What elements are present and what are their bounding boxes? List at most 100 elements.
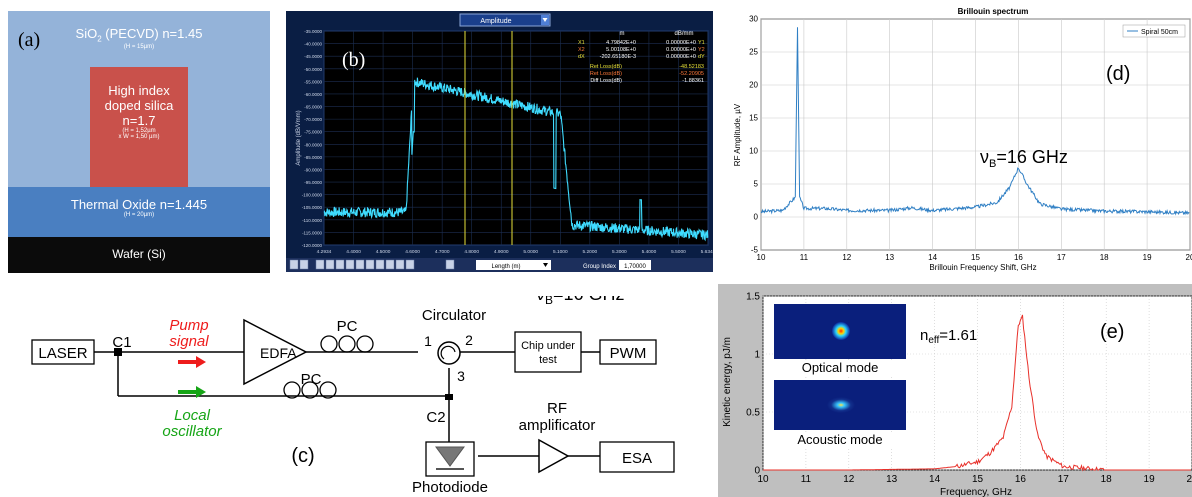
x-tick-label: 18 [1101, 474, 1113, 485]
toolbar-button[interactable] [315, 259, 325, 270]
wafer-label: Wafer (Si) [112, 247, 166, 261]
y-tick-label: -35.0000 [304, 29, 322, 34]
y-tick-label: -50.0000 [304, 67, 322, 72]
lo-arrow-icon [178, 386, 206, 398]
y-tick-label: -85.0000 [304, 155, 322, 160]
marker-tag: Y2 [698, 47, 705, 53]
port1-label: 1 [424, 333, 432, 349]
pump-arrow-icon [178, 356, 206, 368]
marker-name: X2 [578, 47, 585, 53]
x-tick-label: 4.7000 [435, 249, 450, 255]
esa-label: ESA [622, 450, 652, 467]
toolbar-button[interactable] [375, 259, 385, 270]
toolbar-button[interactable] [395, 259, 405, 270]
x-tick-label: 13 [886, 474, 898, 485]
length-unit-select[interactable] [476, 260, 551, 270]
esa-box [599, 441, 675, 473]
toolbar-button[interactable] [445, 259, 455, 270]
y-tick-label: -80.0000 [304, 142, 322, 147]
core-line3: n=1.7 [122, 113, 156, 128]
kinetic-energy-chart: 10 11 12 13 14 15 16 17 18 19 20 1.5 1 0.5 0 Frequenc… [718, 284, 1192, 497]
x-tick-label: 14 [929, 474, 941, 485]
port3-label: 3 [457, 368, 465, 384]
panel-a-tag: (a) [18, 29, 41, 51]
toolbar-button[interactable] [405, 259, 415, 270]
x-tick-label: 10 [757, 474, 769, 485]
y-tick-label: 1.5 [746, 291, 760, 302]
toolbar-button[interactable] [325, 259, 335, 270]
marker-db-value: 0.00000E+0 [666, 54, 696, 60]
photodiode-label: Photodiode [412, 479, 488, 496]
x-tick-label: 5.2000 [583, 249, 598, 255]
loss-label: Ret Loss(dB) [590, 64, 622, 70]
y-tick-label: -110.0000 [302, 218, 322, 223]
y-tick-label: 30 [749, 15, 758, 24]
chevron-down-icon [543, 263, 548, 267]
y-tick-label: 15 [749, 114, 758, 123]
loss-label: Diff Loss(dB) [590, 78, 622, 84]
x-tick-label: 15 [972, 474, 984, 485]
x-tick-label: 13 [885, 253, 894, 262]
marker-name: dX [578, 54, 585, 60]
toolbar-button[interactable] [345, 259, 355, 270]
y-tick-label: 20 [749, 81, 758, 90]
core-line1: High index [108, 83, 170, 98]
y-tick-label: -65.0000 [304, 105, 322, 110]
x-tick-label: 12 [843, 474, 855, 485]
thermal-label: Thermal Oxide n=1.445 [70, 197, 208, 212]
loss-value: -52.20905 [679, 71, 704, 77]
loss-readouts: Ret Loss(dB) -48.52183 Ret Loss(dB) -52.209… [590, 64, 704, 84]
toolbar-button[interactable] [355, 259, 365, 270]
x-tick-label: 14 [928, 253, 937, 262]
panel-b-tag: (b) [342, 49, 366, 71]
x-tick-label: 5.1000 [553, 249, 568, 255]
toolbar-button[interactable] [335, 259, 345, 270]
kinetic-energy-series [763, 314, 1191, 472]
pwm-label: PWM [610, 345, 647, 362]
chart-d-ylabel: RF Amplitude, µV [733, 103, 742, 166]
panel-c-tag: (c) [291, 445, 314, 467]
laser-box [31, 339, 95, 365]
coupler-c2 [445, 394, 453, 400]
otdr-trace [323, 77, 709, 242]
x-tick-label: 5.3000 [612, 249, 627, 255]
panel-d-brillouin-spectrum: Brillouin spectrum 10 11 12 13 14 15 16 17 18 19 2… [718, 0, 1192, 278]
x-tick-label: 12 [842, 253, 851, 262]
laser-label: LASER [38, 345, 87, 362]
toolbar-button[interactable] [289, 259, 299, 270]
toolbar-button[interactable] [299, 259, 309, 270]
panel-a-cross-section: SiO2 (PECVD) n=1.45 (H = 15µm) High inde… [8, 11, 270, 273]
pc1-label: PC [337, 318, 358, 335]
x-tick-label: 5.5000 [671, 249, 686, 255]
acoustic-mode-caption-box [774, 432, 906, 447]
x-tick-label: 11 [800, 253, 809, 262]
core-line2: doped silica [104, 98, 174, 113]
x-tick-label: 19 [1144, 474, 1156, 485]
x-tick-label: 4.2934 [317, 249, 332, 255]
y-tick-label: -5 [751, 246, 759, 255]
amplitude-dropdown[interactable] [459, 13, 551, 27]
spiral-50cm-series [760, 27, 1190, 216]
y-tick-label: -70.0000 [304, 117, 322, 122]
y-tick-label: -120.0000 [302, 243, 323, 248]
pump-label-2: signal [169, 333, 209, 350]
loss-value: -1.88361 [682, 78, 704, 84]
group-index-field[interactable] [619, 260, 651, 270]
toolbar-button[interactable] [365, 259, 375, 270]
optical-mode-caption-box [774, 360, 906, 375]
chart-e-x-ticks: 10 11 12 13 14 15 16 17 18 19 20 [757, 474, 1192, 485]
otdr-plot: Amplitude -35.0000 -40.0000 -45.0000 -50.00… [286, 11, 713, 272]
y-tick-label: 10 [749, 147, 758, 156]
port2-label: 2 [465, 332, 473, 348]
x-tick-label: 20 [1186, 253, 1192, 262]
lo-label-1: Local [174, 407, 211, 424]
pump-label-1: Pump [169, 317, 208, 334]
toolbar-button[interactable] [385, 259, 395, 270]
otdr-y-ticks: -35.0000 -40.0000 -45.0000 -50.0000 -55.0000… [302, 29, 323, 248]
x-tick-label: 4.6000 [405, 249, 420, 255]
marker-m-value: 4.79842E+0 [606, 40, 636, 46]
core-dim2: x W = 1,50 µm) [118, 134, 160, 140]
x-tick-label: 4.4000 [346, 249, 361, 255]
y-tick-label: 0.5 [746, 407, 760, 418]
